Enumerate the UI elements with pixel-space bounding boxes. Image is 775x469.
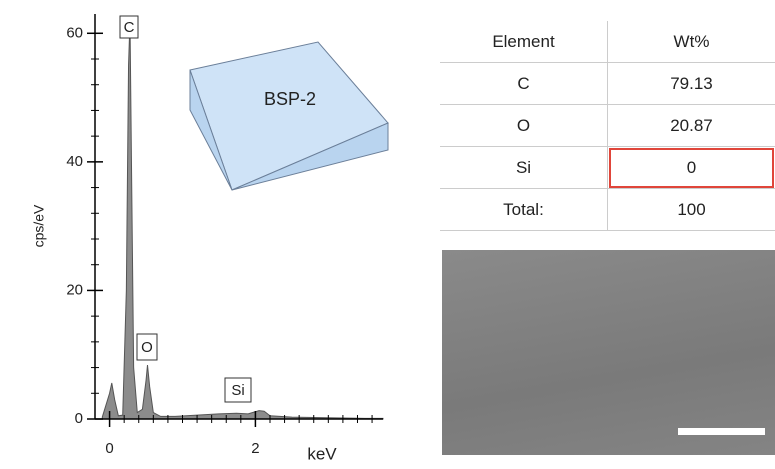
y-axis-label: cps/eV (31, 204, 47, 247)
table-cell: 20.87 (608, 105, 775, 147)
table-cell: 79.13 (608, 63, 775, 105)
x-tick-label: 0 (105, 440, 113, 457)
table-cell: C (440, 63, 608, 105)
table-cell: Wt% (608, 21, 775, 63)
scale-bar (678, 428, 765, 435)
y-tick-label: 0 (75, 410, 83, 427)
peak-label: Si (231, 382, 244, 399)
chart: BSP-2 cps/eV keV 0 20 40 60 0 2 C O Si (0, 0, 430, 469)
peak-label: C (124, 19, 135, 36)
table-cell: 100 (608, 189, 775, 231)
table-cell: O (440, 105, 608, 147)
inset-label: BSP-2 (264, 89, 316, 109)
table-cell: 0 (608, 147, 775, 189)
table-row: Total:100 (440, 189, 775, 231)
x-axis-label: keV (307, 444, 337, 463)
page: BSP-2 cps/eV keV 020406002COSi ElementWt… (0, 0, 775, 469)
table-cell: Si (440, 147, 608, 189)
y-tick-label: 40 (66, 153, 83, 170)
table-cell: Total: (440, 189, 608, 231)
x-tick-label: 2 (251, 440, 259, 457)
sem-image (442, 250, 775, 455)
y-tick-label: 60 (66, 24, 83, 41)
table-cell: Element (440, 21, 608, 63)
y-tick-label: 20 (66, 281, 83, 298)
peak-label: O (141, 339, 153, 356)
